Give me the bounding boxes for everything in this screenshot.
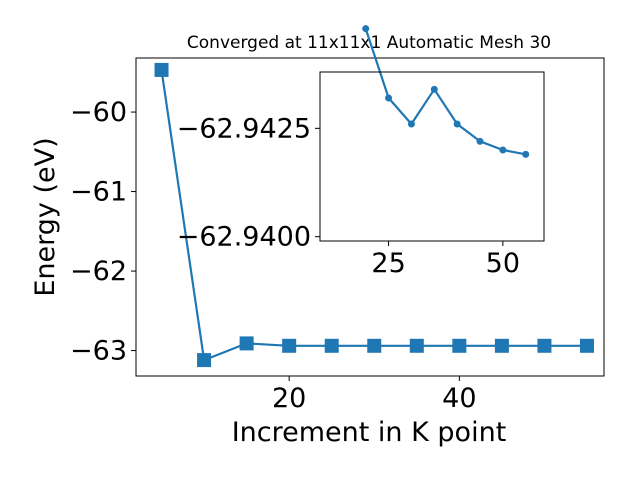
- main-x-tick-label: 20: [272, 383, 306, 414]
- main-x-ticks: 20 40: [272, 376, 477, 414]
- inset-data-point: [430, 85, 438, 93]
- main-axes-frame: [135, 57, 605, 377]
- main-x-tick-label: 40: [442, 383, 476, 414]
- main-data-point: [324, 338, 339, 353]
- main-chart: Converged at 11x11x1 Automatic Mesh 30 2…: [30, 33, 605, 448]
- main-y-tick-label: −61: [70, 177, 127, 208]
- inset-data-point: [499, 146, 507, 154]
- y-axis-label: Energy (eV): [30, 137, 61, 296]
- inset-series: [362, 25, 530, 158]
- inset-y-tick-label: −62.9425: [177, 113, 311, 144]
- main-series: [154, 62, 594, 368]
- main-y-tick-label: −62: [70, 256, 127, 287]
- main-data-point: [452, 338, 467, 353]
- inset-chart: 25 50 −62.9425 −62.9400: [177, 25, 545, 279]
- main-data-point: [197, 353, 212, 368]
- main-data-point: [282, 338, 297, 353]
- inset-data-point: [385, 94, 393, 102]
- inset-y-tick-label: −62.9400: [177, 222, 311, 253]
- main-data-point: [239, 336, 254, 351]
- inset-data-point: [476, 137, 484, 145]
- inset-x-tick-label: 50: [486, 248, 520, 279]
- main-y-tick-label: −63: [70, 336, 127, 367]
- inset-axes-frame: [319, 71, 545, 242]
- inset-y-ticks: −62.9425 −62.9400: [177, 113, 320, 253]
- x-axis-label: Increment in K point: [232, 417, 507, 448]
- main-y-tick-label: −60: [70, 97, 127, 128]
- main-data-point: [154, 62, 169, 77]
- inset-x-ticks: 25 50: [371, 241, 520, 279]
- inset-data-point: [362, 25, 370, 33]
- inset-data-point: [522, 150, 530, 158]
- inset-background: [320, 72, 544, 241]
- main-data-point: [409, 338, 424, 353]
- main-data-point: [537, 338, 552, 353]
- main-data-point: [579, 338, 594, 353]
- inset-x-tick-label: 25: [371, 248, 405, 279]
- chart-title: Converged at 11x11x1 Automatic Mesh 30: [187, 33, 551, 53]
- main-y-ticks: −60 −61 −62 −63: [70, 97, 136, 367]
- inset-data-point: [453, 120, 461, 128]
- main-data-point: [494, 338, 509, 353]
- inset-series-line: [364, 28, 526, 156]
- main-data-point: [367, 338, 382, 353]
- inset-data-point: [407, 120, 415, 128]
